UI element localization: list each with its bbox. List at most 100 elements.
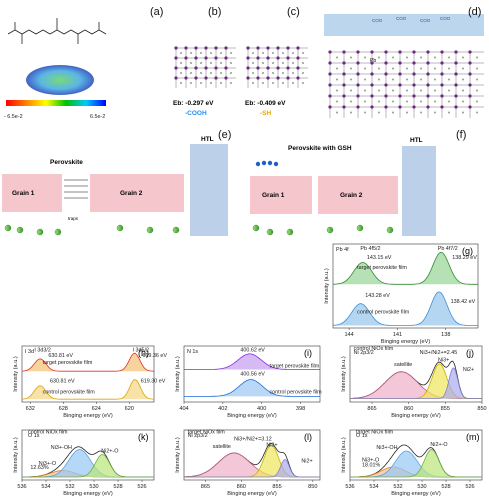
panel-d-layer xyxy=(324,14,484,36)
lattice-atom xyxy=(370,105,374,109)
spectrum-l-text-0: target NiOx film xyxy=(188,430,226,436)
lattice-atom xyxy=(204,76,208,80)
lattice-atom xyxy=(190,72,192,74)
lattice-atom xyxy=(412,105,416,109)
spectrum-l-fill-3 xyxy=(184,459,320,477)
spectrum-h-text-7: control perovskite film xyxy=(43,390,96,396)
esp-scale-min: - 6.5e-2 xyxy=(4,114,23,120)
lattice-atom xyxy=(342,61,346,65)
lattice-atom xyxy=(434,89,436,92)
lattice-atom xyxy=(468,61,472,65)
lattice-atom xyxy=(286,56,290,60)
lattice-atom xyxy=(336,111,338,114)
spectrum-m-fill-2 xyxy=(350,451,482,477)
spectrum-g-curve-1 xyxy=(333,291,478,326)
spectrum-m-curve-3 xyxy=(350,449,482,478)
spectrum-m-frame xyxy=(349,429,483,481)
spectrum-l-text-4: Ni3+ xyxy=(266,443,277,449)
spectrum-k-curve-3 xyxy=(22,454,154,478)
panel-d-coo-2: COO xyxy=(396,16,407,21)
panel-f: (f) Perovskite with GSH Grain 1 Grain 2 … xyxy=(250,129,466,236)
spectrum-m-text-0: target NiOx film xyxy=(356,430,394,436)
spectrum-i-tick-label: 404 xyxy=(179,406,188,412)
lattice-atom xyxy=(174,56,178,60)
lattice-atom xyxy=(378,78,380,81)
lattice-atom xyxy=(398,94,402,98)
lattice-atom xyxy=(398,72,402,76)
lattice-atom xyxy=(194,66,198,70)
lattice-atom xyxy=(220,82,222,84)
lattice-atom xyxy=(440,94,444,98)
lattice-atom xyxy=(468,72,472,76)
lattice-atom xyxy=(282,52,284,54)
panel-e-grain-2-label: Grain 2 xyxy=(120,190,143,197)
lattice-atom xyxy=(266,56,270,60)
spectrum-j-tick-label: 855 xyxy=(441,406,450,412)
lattice-atom xyxy=(454,83,458,87)
lattice-atom xyxy=(370,94,374,98)
spectrum-g-xlabel: Binging energy (eV) xyxy=(381,339,431,345)
spectrum-i-curve-1 xyxy=(184,379,320,397)
lattice-atom xyxy=(256,66,260,70)
lattice-atom xyxy=(336,89,338,92)
gsh-molecule-structure xyxy=(7,18,107,44)
spectrum-g-text-6: 138.42 eV xyxy=(451,299,476,305)
spectrum-k-tick-label: 526 xyxy=(137,484,146,490)
panel-e-traps: traps xyxy=(68,216,79,221)
spectrum-k-ylabel: Intensity (a.u.) xyxy=(13,437,19,473)
lattice-atom xyxy=(462,67,464,70)
spectrum-j-tick-label: 850 xyxy=(477,406,486,412)
lattice-atom xyxy=(476,56,478,59)
lattice-atom xyxy=(370,50,374,54)
lattice-atom xyxy=(378,89,380,92)
lattice-atom xyxy=(286,76,290,80)
panel-b: (b) Eb: -0.297 eV -COOH xyxy=(173,6,236,117)
spectrum-h-tick-label: 628 xyxy=(59,406,68,412)
panel-d: (d) COO COO COO COO Pb xyxy=(324,6,484,118)
lattice-atom xyxy=(200,62,202,64)
lattice-atom xyxy=(392,78,394,81)
lattice-atom xyxy=(328,83,332,87)
lattice-atom xyxy=(180,52,182,54)
lattice-atom xyxy=(468,105,472,109)
lattice-atom xyxy=(426,72,430,76)
spectrum-m-tick-label: 530 xyxy=(417,484,426,490)
panel-c-letter: (c) xyxy=(287,6,300,18)
lattice-atom xyxy=(378,100,380,103)
lattice-atom xyxy=(180,62,182,64)
lattice-atom xyxy=(364,78,366,81)
lattice-atom xyxy=(184,46,188,50)
lattice-atom xyxy=(302,82,304,84)
panel-d-coo-3: COO xyxy=(420,18,431,23)
lattice-atom xyxy=(364,56,366,59)
panel-f-gsh-molecules xyxy=(255,160,279,167)
lattice-atom xyxy=(272,62,274,64)
lattice-atom xyxy=(266,46,270,50)
lattice-atom xyxy=(336,100,338,103)
lattice-atom xyxy=(350,56,352,59)
spectrum-g-frame xyxy=(332,243,479,329)
lattice-atom xyxy=(378,111,380,114)
spectrum-i-tick-label: 398 xyxy=(296,406,305,412)
spectrum-k-text-0: control NiOx film xyxy=(28,430,68,436)
lattice-atom xyxy=(454,94,458,98)
spectrum-l-ylabel: Intensity (a.u.) xyxy=(175,437,181,473)
spectrum-j-text-3: satellite xyxy=(394,362,412,368)
lattice-atom xyxy=(378,56,380,59)
lattice-atom xyxy=(262,82,264,84)
panel-c: (c) Eb: -0.409 eV -SH xyxy=(245,6,308,117)
spectrum-l-tick-label: 860 xyxy=(237,484,246,490)
panel-c-eb: Eb: -0.409 eV xyxy=(245,100,286,107)
spectrum-g-text-4: target perovskite film xyxy=(357,265,407,271)
lattice-atom xyxy=(296,76,300,80)
lattice-atom xyxy=(406,56,408,59)
lattice-atom xyxy=(230,62,232,64)
spectrum-j-xlabel: Binging energy (eV) xyxy=(391,413,441,419)
lattice-atom xyxy=(356,61,360,65)
spectrum-i-letter: (i) xyxy=(304,348,312,358)
spectrum-l-text-1: Ni 2p3/2 xyxy=(188,433,208,439)
lattice-atom xyxy=(462,89,464,92)
esp-surface xyxy=(26,65,94,95)
spectrum-g-tick-label: 144 xyxy=(344,332,353,338)
